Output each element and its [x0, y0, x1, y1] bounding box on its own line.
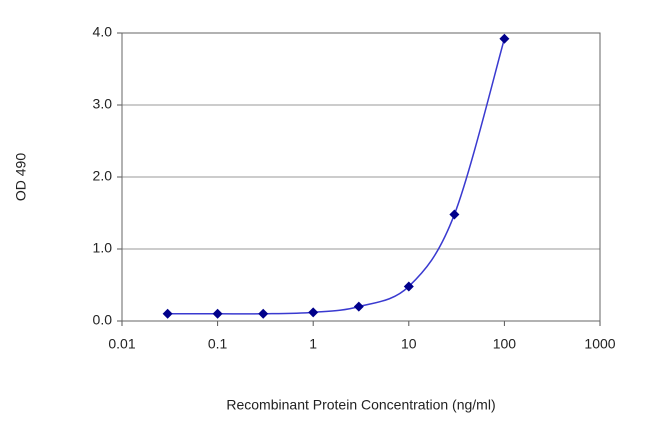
fit-line — [167, 38, 506, 315]
data-point — [162, 308, 173, 319]
data-point — [353, 301, 364, 312]
data-point — [499, 33, 510, 44]
y-axis-label: OD 490 — [13, 153, 29, 201]
data-point — [403, 281, 414, 292]
y-tick-label: 4.0 — [93, 24, 113, 40]
x-tick-label: 1000 — [584, 336, 615, 352]
data-point — [258, 308, 269, 319]
x-tick-label: 0.1 — [208, 336, 228, 352]
y-tick-label: 3.0 — [93, 96, 113, 112]
x-tick-label: 0.01 — [108, 336, 135, 352]
x-tick-label: 100 — [493, 336, 517, 352]
x-axis-label: Recombinant Protein Concentration (ng/ml… — [226, 397, 495, 413]
x-tick-label: 10 — [401, 336, 417, 352]
x-tick-label: 1 — [309, 336, 317, 352]
data-point — [449, 209, 460, 220]
y-tick-label: 0.0 — [93, 312, 113, 328]
data-point — [308, 307, 319, 318]
y-tick-label: 1.0 — [93, 240, 113, 256]
plot-frame — [121, 32, 601, 322]
data-point — [212, 308, 223, 319]
y-tick-label: 2.0 — [93, 168, 113, 184]
